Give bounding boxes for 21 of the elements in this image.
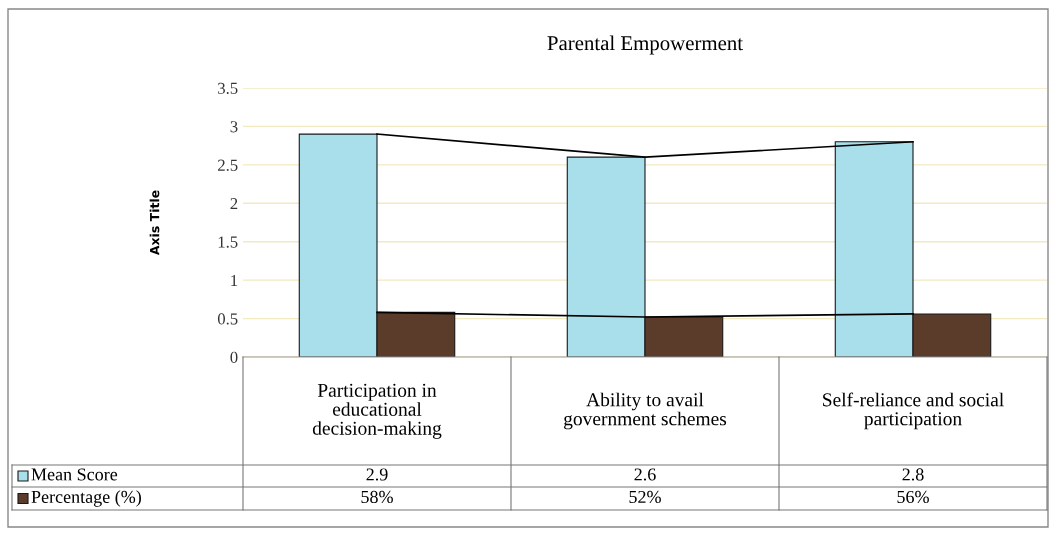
data-label: 56% — [897, 490, 929, 504]
y-axis-title: Axis Title — [149, 190, 160, 256]
y-tick-label: 3.5 — [218, 82, 238, 95]
legend-label: Mean Score — [31, 468, 118, 481]
x-tick-label: Self-reliance and social participation — [823, 392, 1004, 430]
y-tick-label: 1 — [231, 274, 238, 286]
data-label: 52% — [629, 490, 661, 504]
chart-title: Parental Empowerment — [547, 35, 743, 55]
y-tick-label: 2.5 — [218, 159, 238, 171]
y-tick-label: 3 — [230, 121, 238, 133]
data-label: 2.9 — [366, 468, 388, 481]
x-tick-label: Ability to avail government schemes — [564, 392, 727, 430]
legend-label: Percentage (%) — [31, 490, 141, 507]
x-tick-label: Participation in educational decision-making — [312, 383, 442, 439]
data-label: 2.8 — [902, 468, 924, 481]
y-tick-label: 1.5 — [218, 236, 238, 248]
data-label: 2.6 — [634, 468, 656, 481]
y-tick-label: 0.5 — [217, 313, 238, 325]
data-label: 58% — [361, 490, 393, 504]
y-tick-label: 0 — [230, 351, 238, 363]
y-tick-label: 2 — [230, 198, 238, 210]
